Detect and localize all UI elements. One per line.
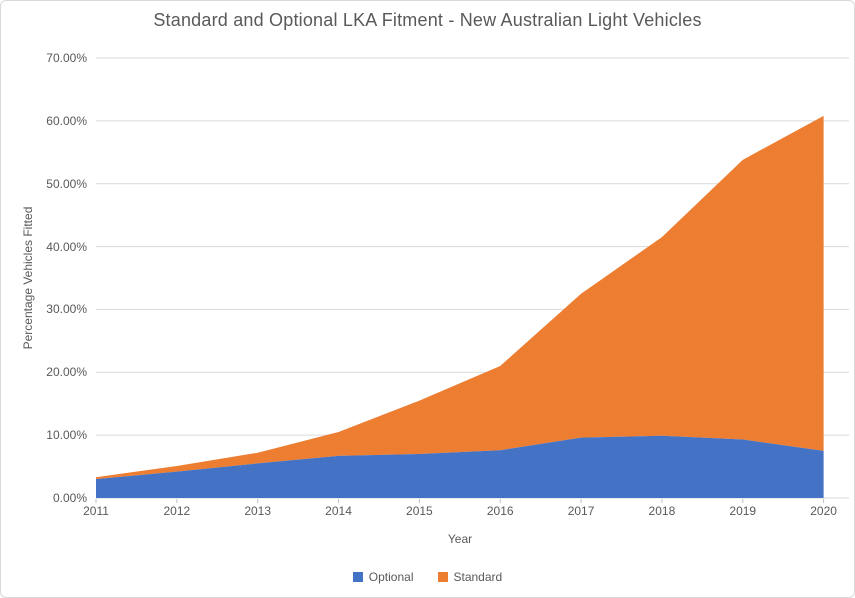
y-axis-tick-label: 60.00%: [46, 113, 87, 128]
y-axis-tick-label: 30.00%: [46, 302, 87, 317]
legend-label: Optional: [368, 570, 414, 584]
x-axis-tick-label: 2015: [406, 504, 433, 518]
chart-title: Standard and Optional LKA Fitment - New …: [153, 10, 702, 30]
legend-swatch-icon: [437, 572, 448, 582]
x-axis-tick-label: 2018: [648, 504, 676, 518]
x-axis-tick-label: 2014: [325, 504, 352, 518]
y-axis-tick-label: 70.00%: [46, 51, 87, 65]
legend-item-optional: Optional: [352, 570, 414, 584]
x-axis-tick-label: 2011: [83, 504, 109, 518]
y-axis-tick-label: 40.00%: [46, 239, 87, 254]
legend-item-standard: Standard: [437, 570, 503, 584]
x-axis-tick-label: 2016: [486, 504, 514, 518]
y-axis-tick-label: 50.00%: [46, 176, 87, 191]
x-axis-tick-label: 2020: [810, 504, 837, 518]
y-axis-tick-label: 10.00%: [46, 428, 87, 443]
y-axis-tick-label: 0.00%: [52, 491, 87, 505]
optional-area-series: [96, 435, 824, 498]
x-axis-tick-label: 2019: [729, 504, 757, 518]
y-axis-title: Percentage Vehicles Fitted: [21, 206, 35, 350]
legend: Optional Standard: [1, 570, 854, 584]
standard-area-series: [96, 115, 824, 480]
legend-label: Standard: [453, 570, 503, 584]
x-axis-tick-label: 2012: [163, 504, 191, 518]
legend-swatch-icon: [352, 572, 363, 582]
y-axis-tick-label: 20.00%: [46, 365, 87, 380]
x-axis-tick-label: 2013: [244, 504, 272, 518]
x-axis-tick-label: 2017: [567, 504, 595, 518]
x-axis-title: Year: [447, 532, 473, 546]
